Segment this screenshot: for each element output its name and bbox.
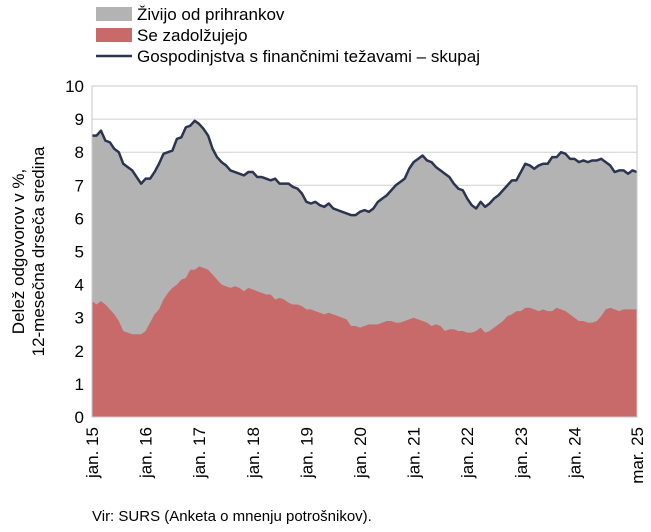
- y-tick-label: 7: [75, 176, 84, 195]
- legend-swatch: [96, 28, 132, 42]
- y-axis-title-line: Delež odgovorov v %,: [9, 169, 28, 334]
- legend: Živijo od prihrankov Se zadolžujejo Gospod…: [96, 5, 480, 66]
- y-tick-label: 8: [75, 143, 84, 162]
- y-tick-label: 4: [75, 276, 84, 295]
- x-tick-label: jan. 20: [351, 427, 370, 479]
- x-tick-label: jan. 17: [190, 427, 209, 479]
- legend-label: Živijo od prihrankov: [137, 5, 285, 24]
- x-tick-labels: jan. 15 jan. 16 jan. 17 jan. 18 jan. 19 jan. …: [83, 427, 647, 484]
- y-tick-labels: 0 1 2 3 4 5 6 7 8 9 10: [65, 77, 84, 427]
- series-areas: [92, 120, 637, 417]
- x-tick-label: jan. 23: [512, 427, 531, 479]
- legend-label: Gospodinjstva s finančnimi težavami – sk…: [137, 47, 480, 66]
- x-tick-label: jan. 18: [244, 427, 263, 479]
- y-tick-label: 3: [75, 309, 84, 328]
- series-lines: [92, 119, 638, 217]
- y-tick-label: 6: [75, 209, 84, 228]
- x-tick-label: jan. 19: [297, 427, 316, 479]
- line-Gospodinjstva s finančnimi težavami – skupaj: [92, 119, 638, 217]
- area-Se zadolžujejo: [92, 266, 637, 417]
- x-tick-label: jan. 15: [83, 427, 102, 479]
- y-tick-label: 0: [75, 408, 84, 427]
- plot-frame: [91, 85, 638, 418]
- y-tick-label: 1: [75, 375, 84, 394]
- y-tick-label: 10: [65, 77, 84, 96]
- legend-swatch: [96, 7, 132, 21]
- source-note: Vir: SURS (Anketa o mnenju potrošnikov).: [92, 508, 372, 525]
- y-tick-label: 9: [75, 110, 84, 129]
- legend-label: Se zadolžujejo: [137, 26, 248, 45]
- x-tick-label: jan. 22: [458, 427, 477, 479]
- x-tick-label: jan. 24: [565, 427, 584, 479]
- x-tick-label: jan. 21: [405, 427, 424, 479]
- y-tick-label: 5: [75, 243, 84, 262]
- y-tick-label: 2: [75, 342, 84, 361]
- y-axis-title: Delež odgovorov v %, 12-mesečna drseča sr…: [9, 146, 48, 356]
- x-tick-label: jan. 16: [137, 427, 156, 479]
- y-axis-title-line: 12-mesečna drseča sredina: [29, 146, 48, 356]
- x-tick-label: mar. 25: [628, 427, 647, 484]
